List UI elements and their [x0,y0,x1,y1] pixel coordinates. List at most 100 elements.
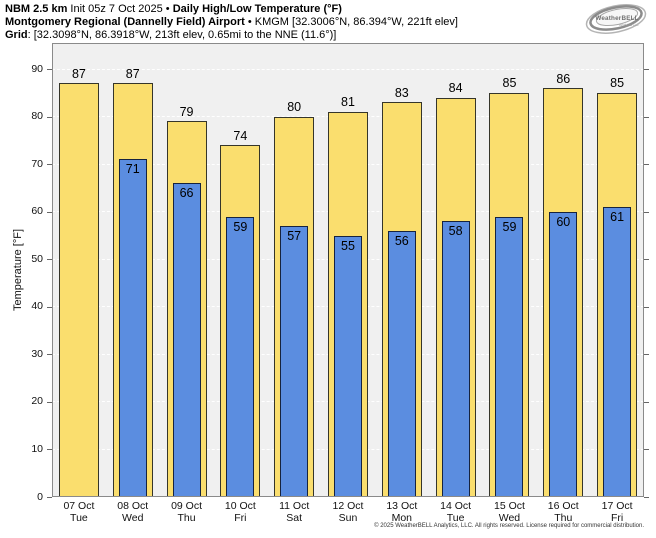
x-label-weekday: Mon [391,512,413,524]
logo-brand-text: WeatherBELL [595,15,638,22]
high-value-label: 79 [179,104,194,119]
y-tick-left [47,69,52,71]
x-label-weekday: Tue [70,512,88,524]
y-tick-label: 50 [31,252,43,265]
low-bar [334,235,362,497]
high-value-label: 84 [448,81,463,96]
x-tick-label: 09 Oct Thu [157,500,217,524]
x-tick-label: 15 Oct Wed [479,500,539,524]
high-value-label: 74 [233,128,248,143]
low-bar [441,221,470,497]
y-tick-right [644,354,649,356]
y-tick-label: 0 [37,490,43,503]
grid-details: : [32.3098°N, 86.3918°W, 213ft elev, 0.6… [27,29,337,41]
low-bar [495,216,524,497]
y-tick-left [47,497,52,498]
x-label-weekday: Fri [234,512,247,524]
high-value-label: 83 [394,85,409,100]
y-tick-label: 20 [31,395,43,408]
y-tick-left [47,211,52,213]
y-tick-right [644,306,649,308]
high-value-label: 85 [610,76,625,91]
x-label-weekday: Sat [286,512,303,524]
x-tick-label: 11 Oct Sat [264,500,324,524]
x-label-date: 14 Oct [440,500,472,512]
high-value-label: 80 [287,100,302,115]
y-tick-label: 80 [31,110,43,123]
y-tick-right [644,449,649,451]
low-value-label: 58 [448,224,463,239]
low-value-label: 59 [233,219,248,234]
x-label-weekday: Thu [554,512,573,524]
y-tick-label: 90 [31,62,43,75]
x-label-weekday: Thu [177,512,196,524]
high-value-label: 85 [502,76,517,91]
x-label-date: 10 Oct [224,500,256,512]
y-tick-right [644,211,649,213]
y-tick-right [644,69,649,71]
x-tick-label: 07 Oct Tue [49,500,109,524]
y-tick-left [47,449,52,451]
x-label-date: 12 Oct [332,500,364,512]
chart-header: NBM 2.5 km Init 05z 7 Oct 2025 • Daily H… [5,3,458,42]
y-tick-label: 10 [31,442,43,455]
x-tick-label: 10 Oct Fri [210,500,270,524]
y-tick-left [47,306,52,308]
x-tick-label: 17 Oct Fri [587,500,647,524]
low-bar [118,159,147,497]
plot-area: 87 87 71 79 66 74 59 80 57 81 55 83 56 84 58 85 59 86 60 85… [52,43,644,497]
x-label-date: 16 Oct [547,500,579,512]
y-tick-label: 30 [31,347,43,360]
low-value-label: 61 [610,210,625,224]
x-label-weekday: Sun [338,512,358,524]
x-tick-label: 12 Oct Sun [318,500,378,524]
y-tick-label: 60 [31,205,43,218]
x-label-date: 13 Oct [386,500,418,512]
header-line-2: Montgomery Regional (Dannelly Field) Air… [5,16,458,29]
low-value-label: 56 [394,233,409,248]
y-tick-left [47,259,52,261]
copyright-notice: © 2025 WeatherBELL Analytics, LLC. All r… [374,523,644,529]
high-value-label: 87 [125,66,140,81]
logo-tagline-text: Analytics LLC [619,23,639,27]
logo-swirl-icon [585,4,647,34]
low-value-label: 59 [502,219,517,234]
grid-label: Grid [5,29,28,41]
high-bar [58,83,99,497]
low-value-label: 57 [287,229,302,244]
low-value-label: 55 [341,238,355,253]
high-value-label: 87 [71,66,86,81]
low-bar [549,211,578,497]
low-bar [226,216,255,497]
low-bar [603,207,632,497]
chart-title: Daily High/Low Temperature (°F) [172,3,342,15]
weatherbell-logo: WeatherBELL Analytics LLC [585,4,647,34]
low-value-label: 66 [179,186,194,201]
low-bar [387,230,416,497]
y-tick-label: 40 [31,300,43,313]
gridline [52,68,644,70]
x-label-weekday: Tue [446,512,465,524]
y-tick-left [47,116,52,118]
init-time: Init 05z 7 Oct 2025 • [67,3,173,15]
header-line-1: NBM 2.5 km Init 05z 7 Oct 2025 • Daily H… [5,3,458,16]
y-tick-left [47,354,52,356]
x-tick-label: 13 Oct Mon [372,500,432,524]
x-label-date: 17 Oct [601,500,633,512]
model-name: NBM 2.5 km [5,3,68,15]
low-bar [280,226,309,497]
y-tick-right [644,164,649,166]
high-value-label: 81 [341,95,355,110]
station-name: Montgomery Regional (Dannelly Field) Air… [5,16,245,28]
y-tick-right [644,401,649,403]
y-tick-left [47,164,52,166]
x-label-date: 07 Oct [63,500,95,512]
station-details: • KMGM [32.3006°N, 86.394°W, 221ft elev] [244,16,458,28]
x-tick-label: 16 Oct Thu [533,500,593,524]
x-tick-label: 14 Oct Tue [426,500,486,524]
x-label-weekday: Fri [610,512,624,524]
x-label-weekday: Wed [122,512,144,524]
y-tick-left [47,401,52,403]
x-label-date: 08 Oct [117,500,149,512]
